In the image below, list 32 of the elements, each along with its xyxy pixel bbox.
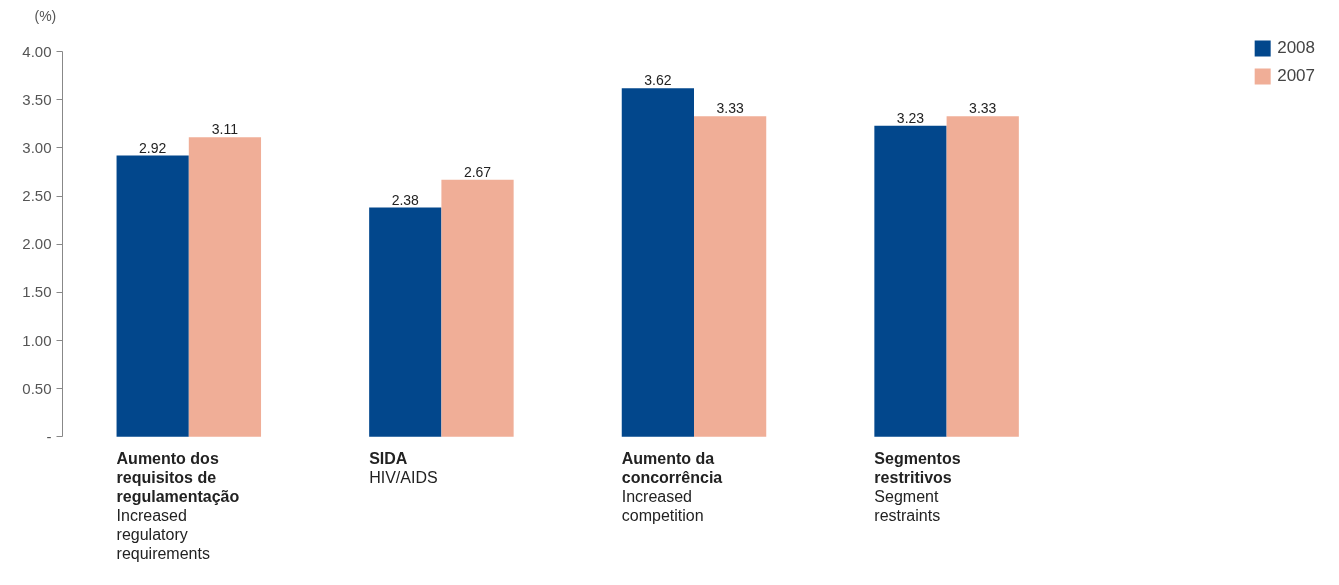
data-label: 2.92 xyxy=(139,139,167,156)
x-tick-label: Segmentos restritivos Segment restraints xyxy=(874,449,961,524)
x-tick-label: Aumento da concorrência Increased competition xyxy=(621,449,723,524)
bar xyxy=(116,155,189,437)
y-tick-label: 1.50 xyxy=(22,283,52,301)
data-label: 3.11 xyxy=(211,121,239,138)
y-tick-label: 3.50 xyxy=(22,90,52,108)
bar xyxy=(369,207,442,437)
y-axis-title: (%) xyxy=(34,7,57,24)
data-label: 3.33 xyxy=(716,100,744,117)
x-tick-label: Aumento dos requisitos de regulamentação Increased regulatory requirements xyxy=(116,449,240,562)
bar xyxy=(621,88,694,437)
y-tick-label: 2.50 xyxy=(22,187,52,205)
data-label: 3.62 xyxy=(644,72,672,89)
bar xyxy=(694,116,767,437)
data-label: 2.38 xyxy=(391,191,420,208)
y-tick-label: 3.00 xyxy=(22,138,52,156)
legend-label: 2008 xyxy=(1277,38,1315,58)
bar xyxy=(946,116,1019,437)
data-label: 3.33 xyxy=(969,100,997,117)
data-label: 2.67 xyxy=(463,163,492,180)
y-tick-label: 4.00 xyxy=(22,42,52,60)
data-label: 3.23 xyxy=(896,109,925,126)
x-tick-label: SIDA HIV/AIDS xyxy=(369,449,438,486)
bar xyxy=(874,125,947,437)
y-tick-label: - xyxy=(46,427,52,445)
legend-label: 2007 xyxy=(1277,66,1315,86)
bar xyxy=(188,137,262,437)
y-tick-label: 2.00 xyxy=(22,235,52,253)
bar xyxy=(441,179,514,437)
y-tick-label: 0.50 xyxy=(22,379,52,397)
y-tick-label: 1.00 xyxy=(22,331,52,349)
